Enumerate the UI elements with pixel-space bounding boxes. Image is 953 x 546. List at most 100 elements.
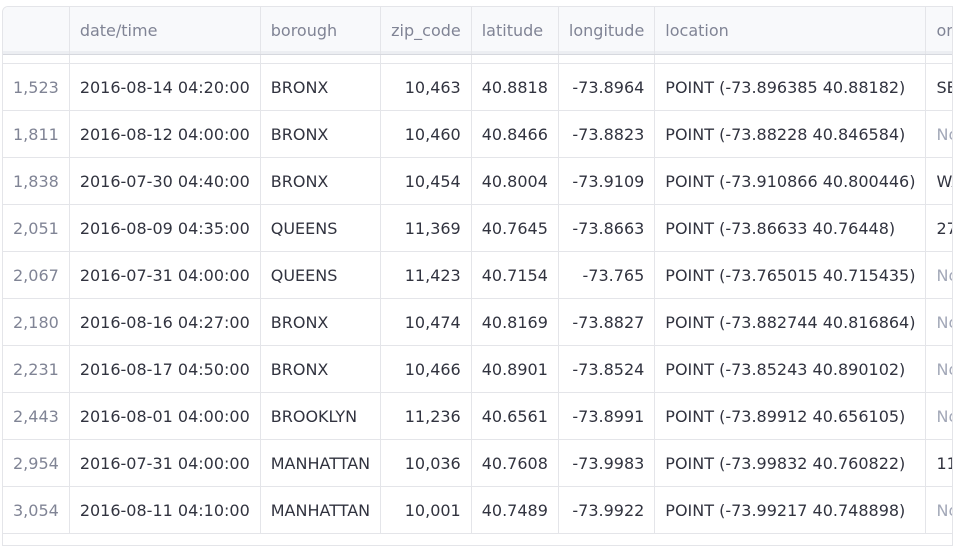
cell-zip-code[interactable]: 10,001 [380, 486, 472, 534]
row-index[interactable]: 3,054 [3, 486, 70, 534]
row-index[interactable]: 1,838 [3, 157, 70, 205]
cell-zip-code[interactable]: 10,463 [380, 63, 472, 111]
cell-zip-code[interactable]: 10,454 [380, 157, 472, 205]
row-index[interactable]: 1,523 [3, 63, 70, 111]
cell-datetime[interactable]: 2016-08-17 04:50:00 [69, 345, 261, 393]
index-header[interactable] [3, 7, 70, 55]
cell-zip-code[interactable]: 10,466 [380, 345, 472, 393]
table-row[interactable]: 1,523 2016-08-14 04:20:00 BRONX 10,463 40.88… [3, 63, 952, 111]
table-row[interactable]: 1,811 2016-08-12 04:00:00 BRONX 10,460 40.84… [3, 110, 952, 158]
cell-datetime[interactable]: 2016-08-11 04:10:00 [69, 486, 261, 534]
cell-on-street[interactable]: No [925, 251, 952, 299]
cell-location[interactable]: POINT (-73.896385 40.88182) [654, 63, 927, 111]
cell-datetime[interactable]: 2016-07-31 04:00:00 [69, 439, 261, 487]
cell-latitude[interactable]: 40.7608 [471, 439, 559, 487]
column-header-on-street[interactable]: on_ [925, 7, 952, 55]
cell-latitude[interactable]: 40.6561 [471, 392, 559, 440]
table-row[interactable]: 3,054 2016-08-11 04:10:00 MANHATTAN 10,001 4… [3, 486, 952, 534]
cell-latitude[interactable]: 40.8901 [471, 345, 559, 393]
cell-location[interactable]: POINT (-73.99832 40.760822) [654, 439, 927, 487]
column-header-latitude[interactable]: latitude [471, 7, 559, 55]
table-row[interactable]: 2,180 2016-08-16 04:27:00 BRONX 10,474 40.81… [3, 298, 952, 346]
cell-on-street[interactable]: No [925, 486, 952, 534]
table-row[interactable]: 2,051 2016-08-09 04:35:00 QUEENS 11,369 40.7… [3, 204, 952, 252]
cell-on-street[interactable]: 27 [925, 204, 952, 252]
cell-location[interactable]: POINT (-73.99217 40.748898) [654, 486, 927, 534]
cell-borough[interactable]: BRONX [260, 345, 382, 393]
row-index[interactable]: 2,051 [3, 204, 70, 252]
cell-longitude[interactable]: -73.8827 [558, 298, 656, 346]
cell-datetime[interactable]: 2016-08-16 04:27:00 [69, 298, 261, 346]
row-index[interactable]: 2,180 [3, 298, 70, 346]
header-spacer [3, 54, 952, 64]
cell-borough[interactable]: BRONX [260, 110, 382, 158]
cell-on-street[interactable]: WA [925, 157, 952, 205]
cell-borough[interactable]: MANHATTAN [260, 486, 382, 534]
row-index[interactable]: 2,443 [3, 392, 70, 440]
cell-latitude[interactable]: 40.8169 [471, 298, 559, 346]
cell-borough[interactable]: MANHATTAN [260, 439, 382, 487]
table-row[interactable]: 2,954 2016-07-31 04:00:00 MANHATTAN 10,036 4… [3, 439, 952, 487]
cell-latitude[interactable]: 40.7645 [471, 204, 559, 252]
table-row[interactable]: 1,838 2016-07-30 04:40:00 BRONX 10,454 40.80… [3, 157, 952, 205]
cell-on-street[interactable]: 11 [925, 439, 952, 487]
cell-location[interactable]: POINT (-73.910866 40.800446) [654, 157, 927, 205]
column-header-longitude[interactable]: longitude [558, 7, 656, 55]
cell-location[interactable]: POINT (-73.765015 40.715435) [654, 251, 927, 299]
cell-datetime[interactable]: 2016-08-14 04:20:00 [69, 63, 261, 111]
table-row[interactable]: 2,231 2016-08-17 04:50:00 BRONX 10,466 40.89… [3, 345, 952, 393]
cell-longitude[interactable]: -73.8991 [558, 392, 656, 440]
dataframe-table[interactable]: date/time borough zip_code latitude long… [2, 6, 953, 546]
cell-datetime[interactable]: 2016-07-31 04:00:00 [69, 251, 261, 299]
column-header-datetime[interactable]: date/time [69, 7, 261, 55]
cell-latitude[interactable]: 40.8818 [471, 63, 559, 111]
cell-on-street[interactable]: No [925, 298, 952, 346]
cell-datetime[interactable]: 2016-08-12 04:00:00 [69, 110, 261, 158]
cell-on-street[interactable]: SEI [925, 63, 952, 111]
cell-longitude[interactable]: -73.8663 [558, 204, 656, 252]
cell-location[interactable]: POINT (-73.89912 40.656105) [654, 392, 927, 440]
row-index[interactable]: 2,231 [3, 345, 70, 393]
cell-borough[interactable]: BRONX [260, 157, 382, 205]
cell-zip-code[interactable]: 11,423 [380, 251, 472, 299]
column-header-borough[interactable]: borough [260, 7, 382, 55]
cell-location[interactable]: POINT (-73.86633 40.76448) [654, 204, 927, 252]
column-header-zip-code[interactable]: zip_code [380, 7, 472, 55]
cell-datetime[interactable]: 2016-07-30 04:40:00 [69, 157, 261, 205]
cell-longitude[interactable]: -73.8524 [558, 345, 656, 393]
cell-zip-code[interactable]: 10,036 [380, 439, 472, 487]
cell-location[interactable]: POINT (-73.85243 40.890102) [654, 345, 927, 393]
cell-latitude[interactable]: 40.8004 [471, 157, 559, 205]
row-index[interactable]: 2,954 [3, 439, 70, 487]
cell-zip-code[interactable]: 10,474 [380, 298, 472, 346]
cell-latitude[interactable]: 40.7489 [471, 486, 559, 534]
table-row[interactable]: 2,443 2016-08-01 04:00:00 BROOKLYN 11,236 40… [3, 392, 952, 440]
row-index[interactable]: 2,067 [3, 251, 70, 299]
cell-latitude[interactable]: 40.7154 [471, 251, 559, 299]
cell-location[interactable]: POINT (-73.88228 40.846584) [654, 110, 927, 158]
cell-location[interactable]: POINT (-73.882744 40.816864) [654, 298, 927, 346]
cell-longitude[interactable]: -73.9109 [558, 157, 656, 205]
cell-longitude[interactable]: -73.9922 [558, 486, 656, 534]
cell-borough[interactable]: QUEENS [260, 251, 382, 299]
cell-datetime[interactable]: 2016-08-01 04:00:00 [69, 392, 261, 440]
cell-latitude[interactable]: 40.8466 [471, 110, 559, 158]
cell-borough[interactable]: BRONX [260, 63, 382, 111]
cell-longitude[interactable]: -73.9983 [558, 439, 656, 487]
cell-on-street[interactable]: No [925, 110, 952, 158]
cell-longitude[interactable]: -73.765 [558, 251, 656, 299]
cell-datetime[interactable]: 2016-08-09 04:35:00 [69, 204, 261, 252]
cell-borough[interactable]: BRONX [260, 298, 382, 346]
cell-longitude[interactable]: -73.8964 [558, 63, 656, 111]
cell-zip-code[interactable]: 11,369 [380, 204, 472, 252]
cell-zip-code[interactable]: 11,236 [380, 392, 472, 440]
table-row[interactable]: 2,067 2016-07-31 04:00:00 QUEENS 11,423 40.7… [3, 251, 952, 299]
row-index[interactable]: 1,811 [3, 110, 70, 158]
cell-zip-code[interactable]: 10,460 [380, 110, 472, 158]
cell-on-street[interactable]: No [925, 392, 952, 440]
cell-on-street[interactable]: No [925, 345, 952, 393]
column-header-location[interactable]: location [654, 7, 927, 55]
cell-longitude[interactable]: -73.8823 [558, 110, 656, 158]
cell-borough[interactable]: QUEENS [260, 204, 382, 252]
cell-borough[interactable]: BROOKLYN [260, 392, 382, 440]
